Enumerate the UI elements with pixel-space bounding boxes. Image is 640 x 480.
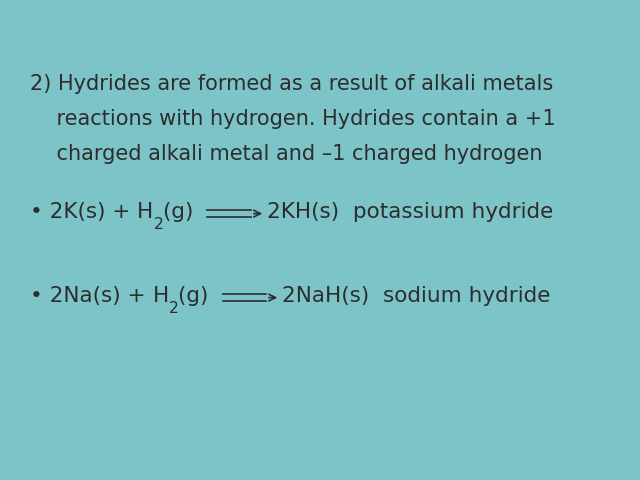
Text: (g): (g) <box>163 203 207 222</box>
Text: • 2K(s) +: • 2K(s) + <box>30 203 138 222</box>
Text: 2: 2 <box>154 217 163 232</box>
Text: 2: 2 <box>169 301 179 316</box>
Text: • 2Na(s) +: • 2Na(s) + <box>30 287 152 306</box>
Text: 2KH(s)  potassium hydride: 2KH(s) potassium hydride <box>267 203 553 222</box>
Text: H: H <box>152 287 169 306</box>
Text: 2NaH(s)  sodium hydride: 2NaH(s) sodium hydride <box>282 287 550 306</box>
Text: (g): (g) <box>179 287 223 306</box>
Text: 2) Hydrides are formed as a result of alkali metals: 2) Hydrides are formed as a result of al… <box>30 74 554 95</box>
Text: H: H <box>138 203 154 222</box>
Text: reactions with hydrogen. Hydrides contain a +1: reactions with hydrogen. Hydrides contai… <box>30 109 556 129</box>
Text: charged alkali metal and –1 charged hydrogen: charged alkali metal and –1 charged hydr… <box>30 144 543 164</box>
